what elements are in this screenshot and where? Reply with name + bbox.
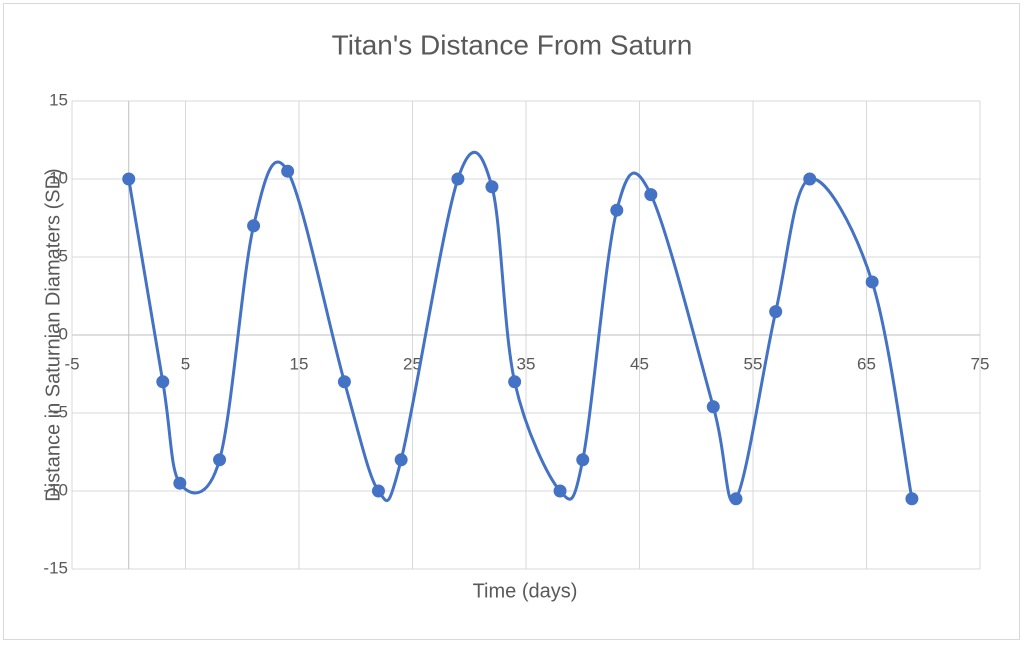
x-tick-label: 35 <box>517 354 536 373</box>
data-point <box>122 172 136 186</box>
data-point <box>553 484 567 498</box>
chart-border <box>3 3 1020 640</box>
x-tick-label: -5 <box>64 354 79 373</box>
data-point <box>905 492 919 506</box>
y-tick-label: -15 <box>43 558 68 577</box>
y-tick-label: 5 <box>59 246 68 265</box>
x-tick-label: 65 <box>857 354 876 373</box>
x-tick-label: 25 <box>403 354 422 373</box>
data-point <box>213 453 227 467</box>
x-tick-label: 55 <box>744 354 763 373</box>
y-tick-label: 0 <box>59 324 68 343</box>
data-point <box>173 476 187 490</box>
x-tick-label: 5 <box>181 354 190 373</box>
x-tick-label: 75 <box>971 354 990 373</box>
y-tick-label: 15 <box>49 90 68 109</box>
data-point <box>865 275 879 289</box>
data-point <box>706 400 720 414</box>
data-point <box>508 375 522 389</box>
data-point <box>281 164 295 178</box>
data-point <box>485 180 499 194</box>
data-point <box>610 203 624 217</box>
data-point <box>803 172 817 186</box>
data-point <box>394 453 408 467</box>
data-point <box>247 219 261 233</box>
x-tick-label: 15 <box>290 354 309 373</box>
data-point <box>371 484 385 498</box>
chart-title: Titan's Distance From Saturn <box>332 29 693 60</box>
y-tick-label: -10 <box>43 480 68 499</box>
data-point <box>576 453 590 467</box>
series-line <box>127 150 914 503</box>
y-tick-label: 10 <box>49 168 68 187</box>
data-point <box>644 188 658 202</box>
data-point <box>156 375 170 389</box>
x-tick-label: 45 <box>630 354 649 373</box>
data-point <box>769 305 783 319</box>
x-axis-title: Time (days) <box>473 580 578 602</box>
data-point <box>729 492 743 506</box>
y-axis-title: Distance in Saturnian Diamaters (SD) <box>42 168 64 501</box>
data-point <box>337 375 351 389</box>
y-tick-label: -5 <box>53 402 68 421</box>
data-point <box>451 172 465 186</box>
